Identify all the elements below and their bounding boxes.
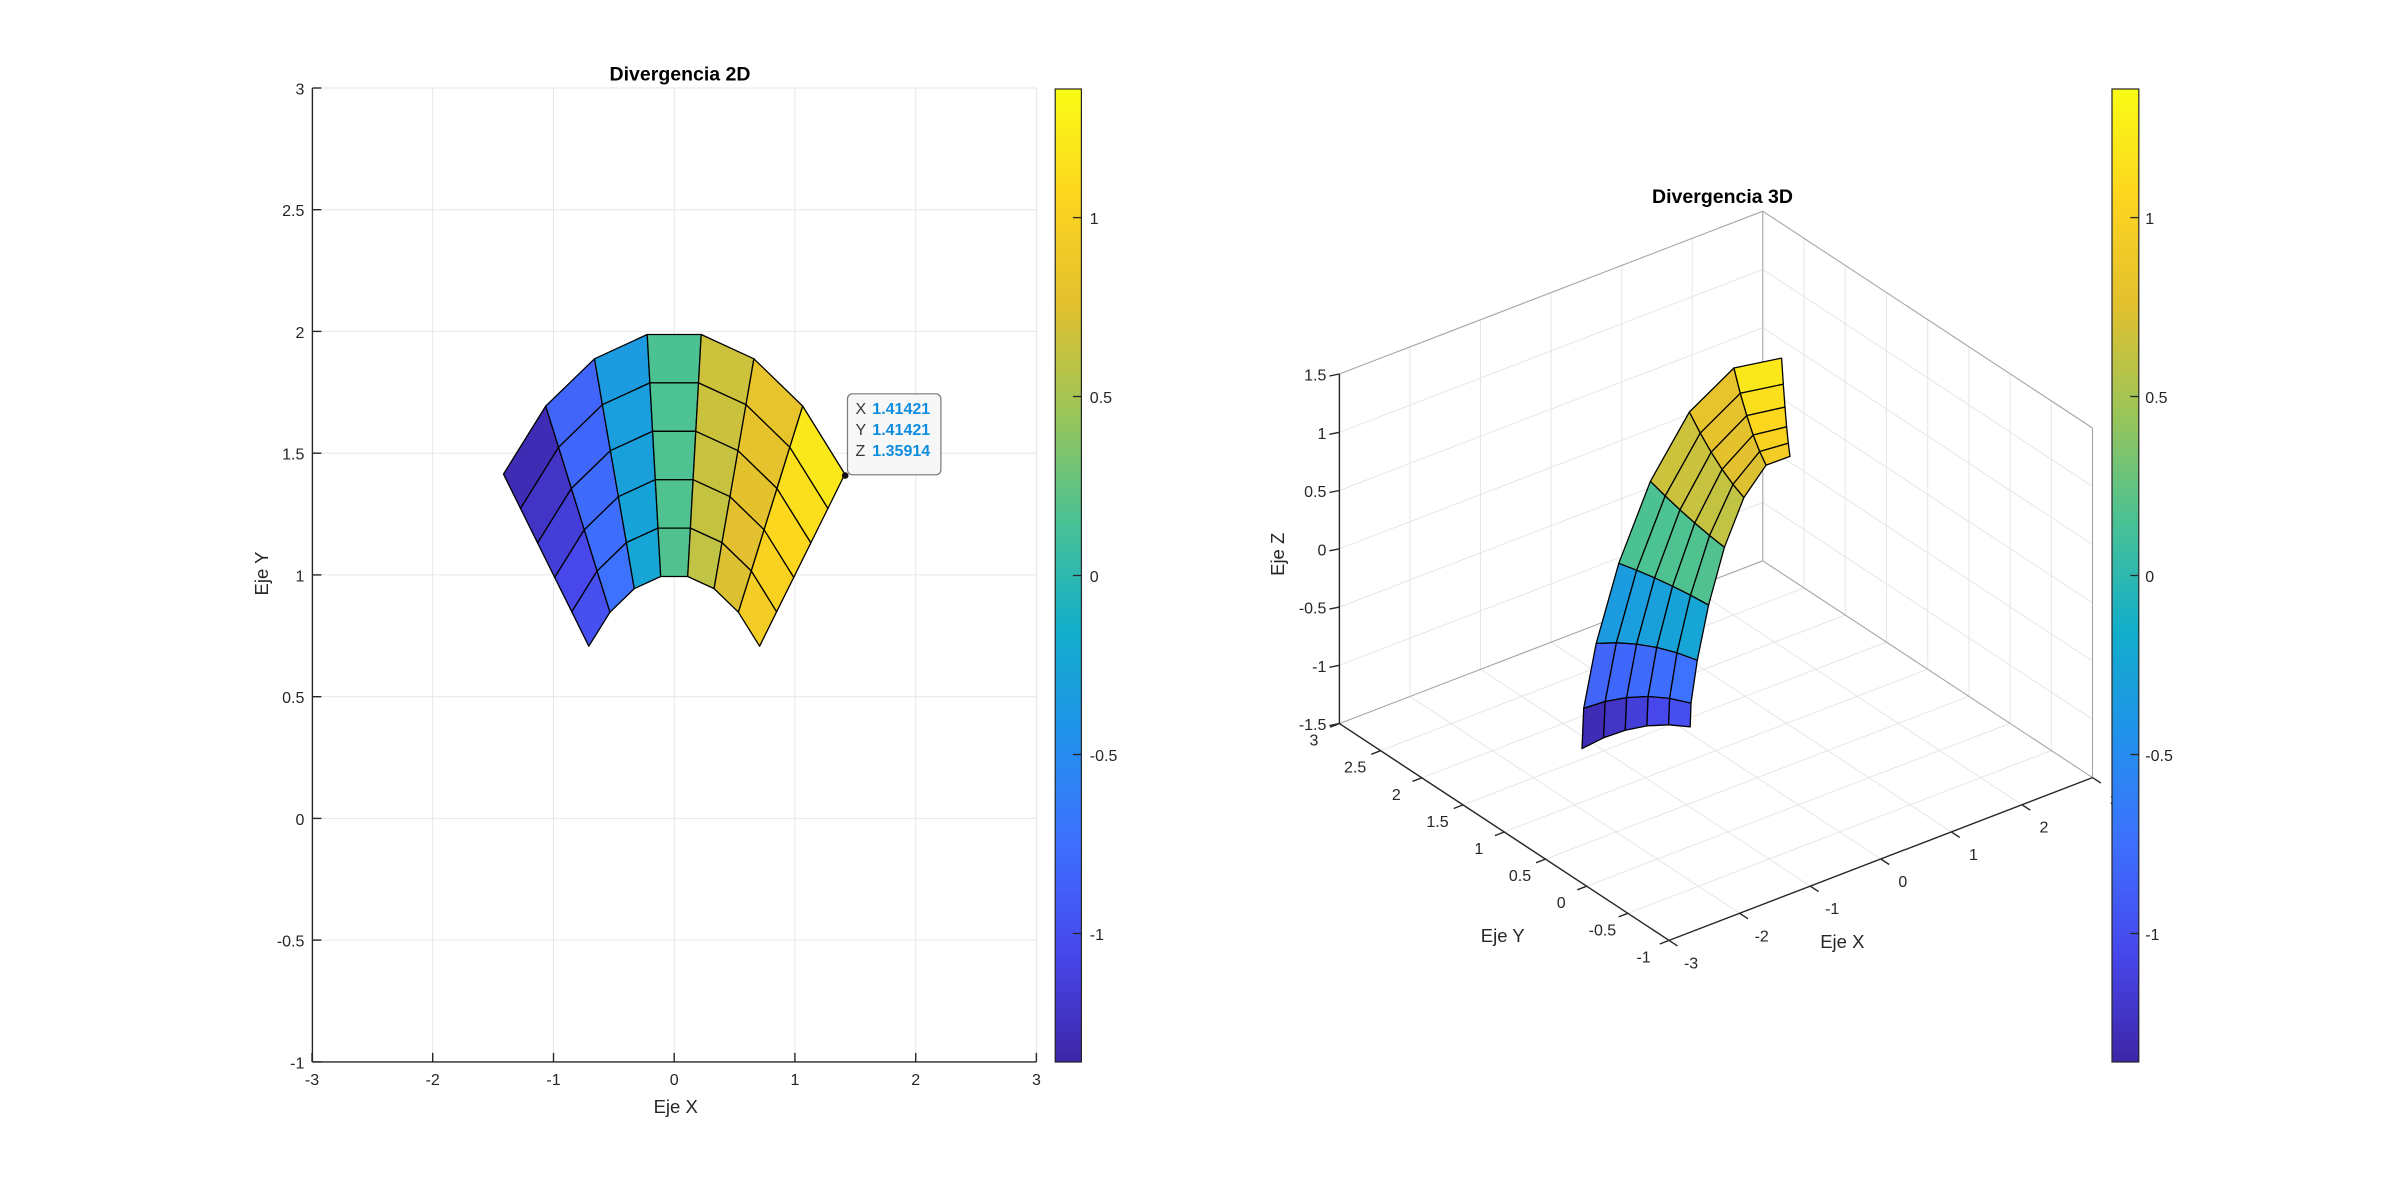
svg-text:-0.5: -0.5 [1090,748,1118,765]
svg-text:-1: -1 [1636,949,1650,966]
svg-text:1: 1 [1969,847,1978,864]
svg-text:Eje X: Eje X [1820,931,1864,952]
svg-text:-1: -1 [1312,659,1326,676]
svg-text:3: 3 [1309,733,1318,750]
svg-text:-1: -1 [546,1072,560,1089]
svg-text:Eje X: Eje X [654,1096,698,1117]
svg-text:0.5: 0.5 [2145,390,2167,407]
svg-text:1: 1 [1474,841,1483,858]
svg-text:1.41421: 1.41421 [872,401,930,418]
svg-text:2.5: 2.5 [282,203,304,220]
svg-text:-1: -1 [1825,901,1839,918]
svg-text:Divergencia 3D: Divergencia 3D [1652,186,1793,208]
svg-text:1.5: 1.5 [282,447,304,464]
svg-text:-3: -3 [305,1072,319,1089]
svg-text:-0.5: -0.5 [1299,601,1327,618]
svg-text:Divergencia 2D: Divergencia 2D [610,64,751,86]
svg-text:Y: Y [856,422,867,439]
svg-text:Z: Z [856,443,866,460]
svg-text:2: 2 [1392,787,1401,804]
svg-text:2: 2 [911,1072,920,1089]
svg-text:-1: -1 [2145,927,2159,944]
svg-text:1: 1 [2145,211,2154,228]
svg-text:0: 0 [1557,895,1566,912]
svg-text:-1.5: -1.5 [1299,717,1327,734]
svg-text:1: 1 [1090,211,1099,228]
svg-text:1.5: 1.5 [1426,814,1448,831]
svg-text:3: 3 [1032,1072,1041,1089]
svg-text:1.41421: 1.41421 [872,422,930,439]
svg-text:-2: -2 [1755,928,1769,945]
svg-text:Eje Y: Eje Y [251,552,272,596]
svg-text:Eje Z: Eje Z [1267,533,1288,576]
svg-text:0.5: 0.5 [1090,390,1112,407]
svg-text:-0.5: -0.5 [277,934,305,951]
svg-text:2: 2 [295,325,304,342]
svg-text:-2: -2 [426,1072,440,1089]
svg-text:1: 1 [1317,426,1326,443]
svg-text:-0.5: -0.5 [1589,922,1617,939]
svg-text:1.5: 1.5 [1304,368,1326,385]
svg-text:0: 0 [295,812,304,829]
svg-text:0: 0 [2145,569,2154,586]
svg-text:1: 1 [295,568,304,585]
svg-text:0: 0 [1317,542,1326,559]
svg-text:2: 2 [2039,820,2048,837]
svg-text:2.5: 2.5 [1344,760,1366,777]
svg-text:1: 1 [790,1072,799,1089]
svg-text:X: X [856,401,867,418]
svg-text:-0.5: -0.5 [2145,748,2173,765]
svg-text:0.5: 0.5 [1304,484,1326,501]
svg-text:Eje Y: Eje Y [1481,925,1525,946]
svg-text:0.5: 0.5 [1509,868,1531,885]
svg-text:3: 3 [295,82,304,99]
svg-text:0: 0 [1090,569,1099,586]
svg-text:1.35914: 1.35914 [872,443,930,460]
svg-text:-3: -3 [1684,955,1698,972]
svg-text:0: 0 [1898,874,1907,891]
svg-text:0: 0 [670,1072,679,1089]
svg-text:0.5: 0.5 [282,690,304,707]
svg-text:-1: -1 [1090,927,1104,944]
svg-text:-1: -1 [290,1055,304,1072]
